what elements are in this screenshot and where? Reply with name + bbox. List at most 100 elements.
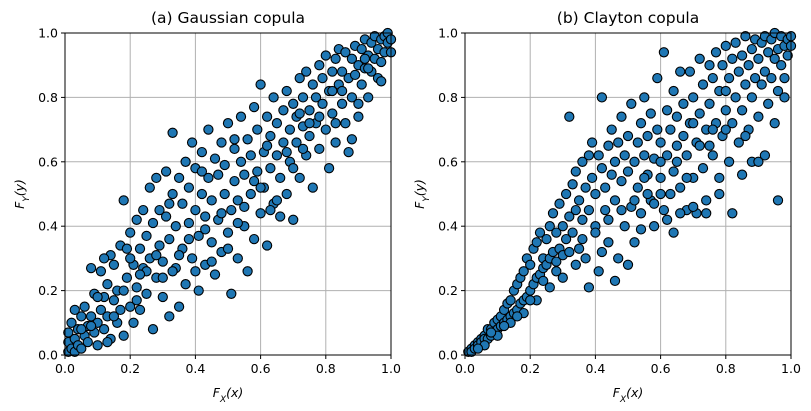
- data-point: [157, 291, 168, 303]
- data-point: [235, 156, 247, 167]
- data-point: [173, 250, 185, 261]
- data-point: [652, 72, 663, 84]
- y-tick-label: 0.4: [438, 219, 458, 234]
- data-point: [229, 134, 240, 145]
- data-point: [661, 105, 673, 116]
- data-point: [248, 101, 260, 113]
- data-point: [655, 156, 666, 167]
- data-point: [69, 304, 80, 316]
- data-point: [95, 304, 107, 316]
- data-point: [255, 182, 266, 193]
- data-point: [730, 37, 741, 48]
- data-point: [596, 246, 608, 258]
- data-point: [583, 204, 595, 216]
- data-point: [245, 150, 256, 161]
- data-point: [746, 43, 758, 55]
- data-point: [346, 92, 358, 103]
- data-point: [720, 105, 731, 116]
- data-point: [668, 85, 679, 97]
- data-point: [206, 237, 217, 248]
- data-point: [242, 134, 253, 145]
- data-point: [307, 79, 318, 90]
- data-point: [177, 198, 188, 209]
- data-point: [697, 79, 709, 90]
- data-point: [782, 50, 793, 61]
- data-point: [694, 108, 705, 119]
- data-point: [551, 227, 562, 238]
- data-point: [688, 92, 699, 103]
- data-point: [629, 195, 640, 206]
- data-point: [779, 92, 790, 103]
- data-point: [154, 240, 165, 251]
- data-point: [671, 140, 683, 151]
- data-point: [723, 156, 735, 167]
- x-tick-label: 1.0: [381, 361, 401, 376]
- data-point: [603, 214, 614, 225]
- data-point: [147, 217, 159, 229]
- data-point: [629, 156, 640, 167]
- data-point: [336, 85, 348, 97]
- data-point: [717, 60, 728, 71]
- data-point: [723, 72, 735, 84]
- data-point: [196, 146, 208, 158]
- data-point: [763, 47, 774, 58]
- data-point: [118, 330, 129, 341]
- data-point: [320, 50, 331, 61]
- data-point: [95, 266, 107, 277]
- data-point: [684, 66, 696, 77]
- data-point: [349, 69, 361, 81]
- data-point: [160, 166, 172, 177]
- data-point: [600, 182, 611, 193]
- data-point: [498, 320, 510, 332]
- data-point: [707, 72, 718, 84]
- data-point: [281, 188, 292, 200]
- data-point: [261, 140, 273, 151]
- data-point: [376, 56, 387, 68]
- data-point: [239, 169, 250, 180]
- data-point: [577, 214, 588, 225]
- data-point: [157, 256, 168, 267]
- data-point: [134, 269, 146, 280]
- data-point: [209, 269, 221, 280]
- data-point: [363, 63, 374, 74]
- data-point: [639, 92, 650, 103]
- data-point: [600, 204, 611, 216]
- data-point: [85, 320, 97, 332]
- data-point: [671, 156, 683, 167]
- y-tick-label: 0.0: [38, 348, 58, 363]
- data-point: [688, 118, 699, 129]
- data-point: [538, 275, 549, 287]
- data-point: [154, 204, 165, 216]
- data-point: [235, 111, 247, 122]
- data-point: [203, 124, 214, 135]
- data-point: [108, 259, 120, 270]
- data-point: [652, 124, 663, 135]
- data-point: [206, 195, 217, 206]
- data-point: [769, 118, 780, 129]
- data-point: [472, 343, 484, 354]
- data-point: [603, 237, 614, 248]
- data-point: [281, 85, 292, 97]
- data-point: [619, 221, 630, 232]
- data-point: [209, 153, 221, 164]
- y-tick-label: 0.2: [38, 283, 58, 298]
- data-point: [255, 208, 266, 219]
- data-point: [603, 140, 614, 151]
- data-point: [261, 240, 273, 251]
- data-point: [736, 50, 748, 61]
- y-tick-label: 0.0: [438, 348, 458, 363]
- data-point: [570, 166, 581, 177]
- data-point: [232, 217, 243, 229]
- data-point: [534, 227, 546, 238]
- data-point: [714, 188, 725, 200]
- data-point: [167, 188, 178, 200]
- data-point: [560, 233, 572, 245]
- data-point: [232, 253, 243, 264]
- y-axis-ticks: 0.0 0.2 0.4 0.6 0.8 1.0: [438, 26, 465, 363]
- data-point: [525, 259, 536, 270]
- data-point: [294, 172, 305, 184]
- data-point: [131, 214, 142, 225]
- data-point: [671, 111, 683, 122]
- data-point: [586, 137, 598, 148]
- data-point: [746, 92, 758, 103]
